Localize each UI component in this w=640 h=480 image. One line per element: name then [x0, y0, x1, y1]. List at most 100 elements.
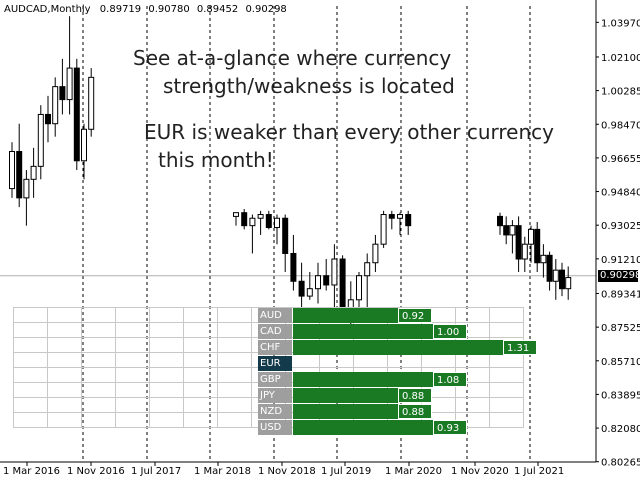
strength-bar: [293, 388, 398, 403]
grid-cell: [489, 367, 524, 383]
grid-cell: [13, 397, 48, 413]
grid-cell: [489, 322, 524, 338]
bear-candle: [559, 269, 565, 290]
currency-label-jpy: JPY: [258, 388, 292, 403]
grid-cell: [47, 382, 82, 398]
strength-bar: [293, 372, 433, 387]
grid-cell: [13, 412, 48, 428]
grid-cell: [115, 397, 150, 413]
currency-label-usd: USD: [258, 420, 292, 435]
grid-cell: [183, 352, 218, 368]
grid-cell: [217, 307, 252, 323]
grid-cell: [115, 307, 150, 323]
bear-candle: [405, 214, 412, 227]
grid-cell: [489, 307, 524, 323]
grid-cell: [115, 322, 150, 338]
grid-cell: [13, 337, 48, 353]
y-tick-label: 0.85710: [601, 357, 640, 368]
grid-cell: [115, 352, 150, 368]
grid-cell: [217, 352, 252, 368]
strength-value: 1.31: [503, 340, 537, 355]
currency-label-gbp: GBP: [258, 372, 292, 387]
grid-cell: [149, 337, 184, 353]
y-tick-label: 0.98470: [601, 120, 640, 131]
bull-candle: [552, 269, 559, 282]
grid-cell: [489, 397, 524, 413]
grid-cell: [81, 307, 116, 323]
bull-candle: [528, 228, 534, 245]
bear-candle: [290, 252, 297, 282]
bull-candle: [306, 288, 313, 297]
grid-cell: [13, 307, 48, 323]
x-tick-label: 1 Nov 2020: [451, 466, 509, 477]
grid-cell: [149, 322, 184, 338]
grid-cell: [13, 352, 48, 368]
note-overlay: EUR is weaker than every other currency …: [144, 118, 554, 174]
currency-label-nzd: NZD: [258, 404, 292, 419]
x-tick-label: 1 Nov 2016: [67, 466, 125, 477]
bear-candle: [265, 214, 272, 229]
y-tick-label: 0.82080: [601, 424, 640, 435]
bull-candle: [397, 214, 403, 219]
grid-cell: [183, 382, 218, 398]
grid-cell: [217, 337, 252, 353]
bull-candle: [540, 254, 547, 264]
open-value: 0.89719: [99, 4, 142, 15]
bear-candle: [515, 225, 522, 260]
symbol-label: AUDCAD,Monthly: [4, 4, 91, 15]
bear-candle: [282, 217, 289, 254]
y-tick-label: 0.87525: [601, 323, 640, 334]
bear-candle: [59, 86, 66, 101]
bear-candle: [241, 212, 248, 227]
x-tick-label: 1 Jul 2021: [514, 466, 564, 477]
bull-candle: [565, 277, 572, 290]
bull-candle: [37, 113, 44, 167]
bull-candle: [81, 128, 87, 162]
x-tick-label: 1 Nov 2018: [258, 466, 316, 477]
bear-candle: [45, 113, 51, 125]
bear-candle: [298, 280, 305, 297]
bull-candle: [9, 151, 15, 190]
bear-candle: [503, 225, 510, 236]
grid-cell: [81, 382, 116, 398]
note-line-2: this month!: [158, 148, 274, 172]
grid-cell: [489, 412, 524, 428]
grid-cell: [183, 397, 218, 413]
bull-candle: [23, 178, 30, 199]
x-tick-label: 1 Mar 2016: [3, 466, 60, 477]
grid-cell: [47, 337, 82, 353]
bull-candle: [315, 275, 321, 290]
bear-candle: [388, 214, 395, 219]
grid-cell: [47, 307, 82, 323]
bull-candle: [521, 243, 528, 260]
bear-candle: [16, 151, 23, 199]
headline-line-2: strength/weakness is located: [163, 74, 455, 98]
grid-cell: [115, 337, 150, 353]
grid-cell: [47, 322, 82, 338]
x-tick-label: 1 Jul 2017: [131, 466, 181, 477]
grid-cell: [47, 367, 82, 383]
current-price-tag: 0.90298: [598, 269, 640, 282]
chart-header: AUDCAD,Monthly 0.89719 0.90780 0.89452 0…: [4, 4, 291, 15]
y-tick-label: 1.03970: [601, 18, 640, 29]
bear-candle: [73, 67, 80, 162]
bull-candle: [30, 165, 37, 180]
grid-cell: [149, 352, 184, 368]
strength-bar: [293, 420, 433, 435]
y-tick-label: 0.89341: [601, 289, 640, 300]
grid-cell: [183, 337, 218, 353]
grid-cell: [81, 397, 116, 413]
grid-cell: [183, 412, 218, 428]
bull-candle: [66, 67, 73, 101]
grid-cell: [217, 382, 252, 398]
strength-bar: [293, 404, 398, 419]
grid-cell: [217, 322, 252, 338]
low-value: 0.89452: [196, 4, 239, 15]
high-value: 0.90780: [148, 4, 190, 15]
bear-candle: [534, 228, 541, 264]
grid-cell: [13, 322, 48, 338]
grid-cell: [217, 397, 252, 413]
note-line-1: EUR is weaker than every other currency: [144, 120, 554, 144]
y-tick-label: 0.80265: [601, 458, 640, 469]
